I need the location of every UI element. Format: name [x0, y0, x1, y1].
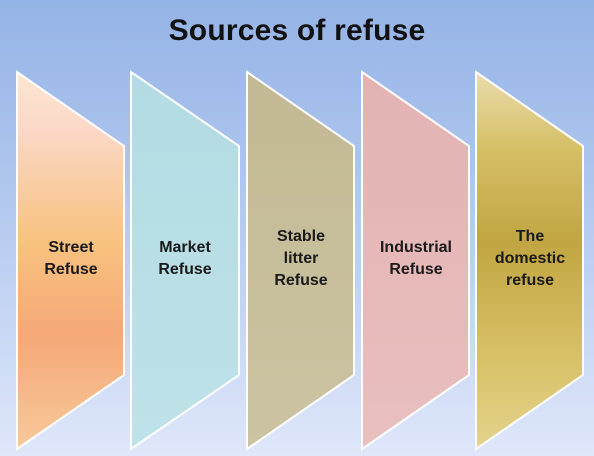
source-shape-industrial	[361, 70, 470, 451]
source-shape-market	[130, 70, 240, 451]
source-label-market: Market Refuse	[158, 239, 212, 278]
source-shape-stable	[246, 70, 355, 451]
source-label-domestic: The domestic refuse	[494, 228, 566, 289]
source-shape-domestic	[475, 70, 584, 451]
source-label-stable: Stable litter Refuse	[274, 228, 328, 289]
source-shape-street	[16, 70, 125, 451]
source-label-street: Street Refuse	[44, 239, 98, 278]
source-label-industrial: Industrial Refuse	[379, 239, 452, 278]
diagram-title: Sources of refuse	[168, 14, 426, 47]
